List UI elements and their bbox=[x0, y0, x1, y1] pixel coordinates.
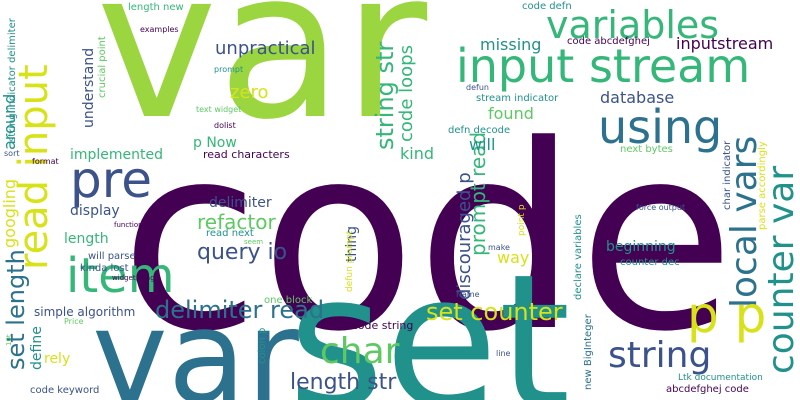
word-missing: missing bbox=[480, 35, 542, 54]
word-will-parse: will parse bbox=[88, 251, 136, 262]
word-string-indicator-delimiter: string indicator delimiter bbox=[7, 18, 18, 142]
word-make: make bbox=[488, 243, 510, 252]
word-one-block: one block bbox=[264, 295, 313, 306]
word-define: define bbox=[29, 326, 45, 370]
word-delimiter-read: delimiter read bbox=[155, 296, 325, 324]
word-code-abcdefghej: code abcdefghej bbox=[567, 36, 650, 47]
word-variables: variables bbox=[546, 3, 720, 47]
word-string-str: string str bbox=[371, 41, 399, 150]
word-refactor: refactor bbox=[197, 210, 276, 234]
word-unpractical: unpractical bbox=[215, 38, 316, 59]
word-10t: 10t bbox=[5, 334, 13, 346]
word-defun: defun bbox=[466, 83, 489, 92]
word-new-biginteger: new BigInteger bbox=[583, 314, 594, 390]
word-read-input: read input bbox=[11, 64, 57, 270]
word-read-characters: read characters bbox=[203, 148, 290, 161]
word-line: line bbox=[496, 349, 511, 358]
word-var-bottom: var bbox=[92, 283, 299, 400]
word-item: item bbox=[66, 248, 175, 304]
word-read-next: read next bbox=[206, 228, 254, 239]
word-code-loops: code loops bbox=[396, 45, 417, 142]
word-display: display bbox=[70, 203, 120, 219]
word-length-new: length new bbox=[128, 2, 184, 13]
word-force-output: force output bbox=[636, 203, 686, 212]
word-way: way bbox=[497, 248, 530, 267]
word-char-indicator: char indicator bbox=[722, 140, 733, 210]
word-defn-decode: defn decode bbox=[448, 125, 511, 136]
word-zero: zero bbox=[230, 82, 269, 103]
word-length-str: length str bbox=[290, 370, 397, 395]
word-name: Name bbox=[456, 290, 480, 299]
word-set-counter: set counter bbox=[426, 298, 563, 326]
word-discouraged-p: discouraged p bbox=[454, 172, 475, 300]
word-decode-string: decode string bbox=[338, 319, 414, 332]
word-beginning: beginning bbox=[606, 239, 676, 255]
word-counter-var: counter var bbox=[761, 165, 800, 374]
word-price: Price bbox=[64, 317, 84, 326]
word-abcdefghej-code: abcdefghej code bbox=[666, 384, 749, 395]
word-string: string bbox=[608, 335, 712, 376]
word-set: set bbox=[288, 234, 571, 400]
word-examples: examples bbox=[140, 25, 179, 34]
word-will: will bbox=[469, 135, 496, 154]
word-using: using bbox=[598, 100, 723, 154]
word-char: char bbox=[320, 331, 400, 372]
word-format: format bbox=[32, 157, 59, 166]
word-text-widget: text widget bbox=[196, 105, 242, 114]
word-declare-variables: declare variables bbox=[573, 214, 584, 300]
word-sort: sort bbox=[4, 149, 20, 158]
word-implemented: implemented bbox=[70, 147, 164, 163]
word-input-stream: input stream bbox=[456, 39, 751, 93]
word-point-p: point p bbox=[517, 204, 527, 236]
word-length: length bbox=[64, 231, 109, 247]
word-parse-accordingly: parse accordingly bbox=[757, 141, 768, 230]
word-defun-prompt: defun prompt bbox=[345, 230, 355, 292]
word-stream-indicator: stream indicator bbox=[476, 93, 559, 104]
word-next-bytes: next bytes bbox=[620, 144, 673, 155]
word-simple-algorithm: simple algorithm bbox=[34, 305, 136, 319]
word-query-io: query io bbox=[197, 240, 288, 265]
word-code-defn: code defn bbox=[522, 1, 572, 12]
word-format-t: format t bbox=[447, 243, 456, 276]
word-crucial-point: crucial point bbox=[97, 36, 108, 98]
word-kind: kind bbox=[400, 144, 435, 163]
word-seem: seem bbox=[244, 238, 264, 246]
word-found: found bbox=[488, 104, 534, 123]
word-pre: pre bbox=[70, 151, 152, 209]
word-understand: understand bbox=[81, 47, 97, 128]
word-set-length: set length bbox=[2, 249, 30, 370]
word-googling: googling bbox=[0, 178, 19, 248]
word-dolist: dolist bbox=[214, 121, 236, 130]
word-inputstream: inputstream bbox=[676, 34, 774, 53]
word-code-keyword: code keyword bbox=[30, 385, 100, 396]
word-functions: functions bbox=[114, 221, 147, 229]
word-colon-p: colon p bbox=[257, 327, 268, 364]
word-database: database bbox=[600, 88, 675, 107]
word-p-p: p p bbox=[687, 286, 767, 344]
word-rely: rely bbox=[44, 351, 71, 367]
word-ltk-documentation: Ltk documentation bbox=[678, 373, 763, 383]
word-delimiter: delimiter bbox=[209, 195, 272, 211]
word-code: code bbox=[120, 91, 735, 388]
word-counter-dec: counter dec bbox=[620, 257, 680, 268]
word-p-now: p Now bbox=[193, 135, 237, 151]
word-widget-usage: widget usage bbox=[112, 274, 159, 282]
word-var-large: var bbox=[96, 0, 428, 165]
word-prompt: prompt bbox=[214, 65, 244, 74]
word-kinda-lost: kinda lost bbox=[80, 263, 129, 274]
